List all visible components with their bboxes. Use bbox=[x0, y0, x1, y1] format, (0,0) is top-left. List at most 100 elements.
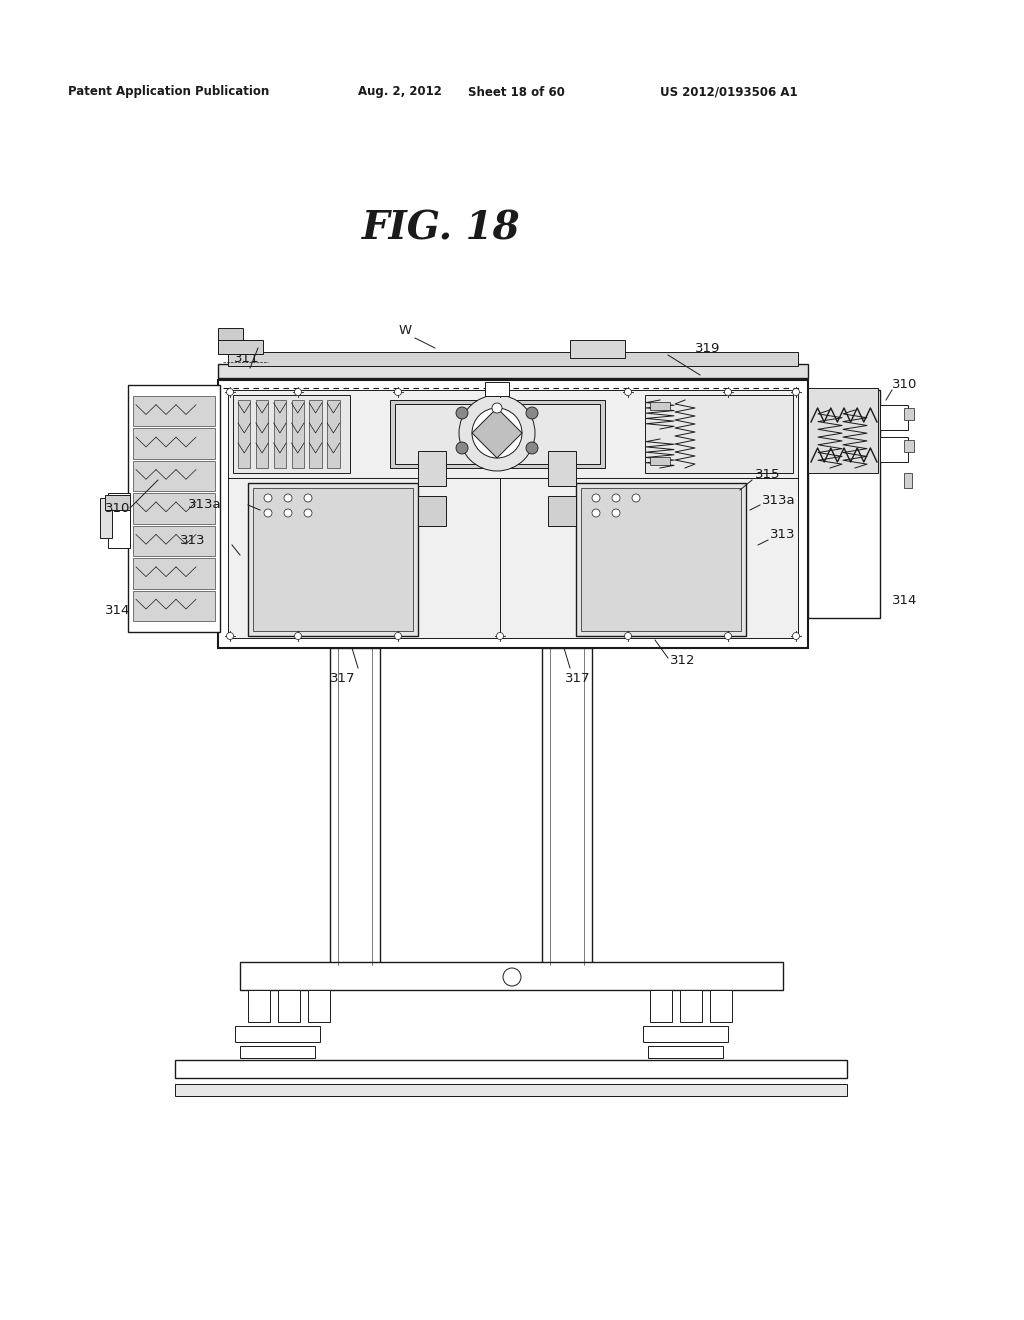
Bar bbox=[418, 451, 446, 486]
Circle shape bbox=[226, 388, 233, 396]
Text: 310: 310 bbox=[105, 502, 130, 515]
Bar bbox=[548, 451, 575, 486]
Bar bbox=[880, 405, 908, 430]
Bar bbox=[273, 400, 286, 469]
Bar bbox=[575, 483, 746, 636]
Bar bbox=[218, 327, 243, 354]
Circle shape bbox=[612, 494, 620, 502]
Bar bbox=[256, 400, 268, 469]
Bar bbox=[418, 496, 446, 525]
Circle shape bbox=[492, 403, 502, 413]
Bar bbox=[218, 380, 808, 648]
Bar bbox=[105, 495, 130, 510]
Bar bbox=[253, 488, 413, 631]
Text: 311: 311 bbox=[234, 351, 259, 364]
Bar bbox=[650, 990, 672, 1022]
Bar bbox=[808, 389, 880, 618]
Bar bbox=[292, 400, 304, 469]
Bar bbox=[228, 352, 798, 366]
Text: 313a: 313a bbox=[762, 494, 796, 507]
Circle shape bbox=[793, 632, 800, 639]
Text: 314: 314 bbox=[105, 603, 130, 616]
Text: Aug. 2, 2012: Aug. 2, 2012 bbox=[358, 86, 442, 99]
Text: 312: 312 bbox=[670, 653, 695, 667]
Bar bbox=[133, 525, 215, 556]
Bar bbox=[710, 990, 732, 1022]
Circle shape bbox=[264, 510, 272, 517]
Bar bbox=[133, 590, 215, 620]
Bar bbox=[128, 385, 220, 632]
Circle shape bbox=[725, 632, 731, 639]
Bar bbox=[234, 1026, 319, 1041]
Bar bbox=[330, 648, 380, 965]
Circle shape bbox=[394, 632, 401, 639]
Bar bbox=[133, 429, 215, 459]
Bar bbox=[680, 990, 702, 1022]
Bar bbox=[904, 440, 914, 451]
Bar bbox=[240, 962, 783, 990]
Circle shape bbox=[226, 632, 233, 639]
Circle shape bbox=[725, 388, 731, 396]
Text: 313: 313 bbox=[180, 533, 206, 546]
Circle shape bbox=[459, 395, 535, 471]
Bar bbox=[278, 990, 300, 1022]
Circle shape bbox=[264, 494, 272, 502]
Circle shape bbox=[295, 632, 301, 639]
Bar bbox=[133, 494, 215, 524]
Bar bbox=[248, 483, 418, 636]
Bar bbox=[175, 1060, 847, 1078]
Bar bbox=[548, 496, 575, 525]
Text: 313a: 313a bbox=[188, 499, 221, 511]
Bar bbox=[880, 437, 908, 462]
Text: 317: 317 bbox=[565, 672, 591, 685]
Bar bbox=[645, 395, 793, 473]
Bar bbox=[228, 389, 798, 638]
Bar bbox=[904, 408, 914, 420]
Text: Sheet 18 of 60: Sheet 18 of 60 bbox=[468, 86, 565, 99]
Bar bbox=[240, 1045, 315, 1059]
Bar bbox=[390, 400, 605, 469]
Bar bbox=[133, 396, 215, 426]
Circle shape bbox=[526, 442, 538, 454]
Bar bbox=[218, 341, 263, 354]
Text: W: W bbox=[398, 323, 412, 337]
Bar bbox=[570, 341, 625, 358]
Bar bbox=[650, 403, 670, 411]
Bar bbox=[643, 1026, 728, 1041]
Bar bbox=[308, 990, 330, 1022]
Bar bbox=[175, 1084, 847, 1096]
Polygon shape bbox=[472, 408, 522, 458]
Bar bbox=[133, 461, 215, 491]
Circle shape bbox=[625, 632, 632, 639]
Bar bbox=[648, 1045, 723, 1059]
Circle shape bbox=[304, 510, 312, 517]
Circle shape bbox=[793, 388, 800, 396]
Circle shape bbox=[284, 510, 292, 517]
Circle shape bbox=[456, 407, 468, 418]
Bar bbox=[233, 395, 350, 473]
Circle shape bbox=[625, 388, 632, 396]
Circle shape bbox=[497, 388, 504, 396]
Circle shape bbox=[394, 388, 401, 396]
Circle shape bbox=[592, 510, 600, 517]
Bar bbox=[238, 400, 251, 469]
Circle shape bbox=[456, 442, 468, 454]
Circle shape bbox=[284, 494, 292, 502]
Circle shape bbox=[592, 494, 600, 502]
Bar bbox=[108, 492, 130, 548]
Circle shape bbox=[295, 388, 301, 396]
Circle shape bbox=[497, 632, 504, 639]
Bar bbox=[581, 488, 741, 631]
Bar bbox=[309, 400, 322, 469]
Circle shape bbox=[304, 494, 312, 502]
Text: US 2012/0193506 A1: US 2012/0193506 A1 bbox=[660, 86, 798, 99]
Text: 315: 315 bbox=[755, 469, 780, 482]
Circle shape bbox=[503, 968, 521, 986]
Text: 317: 317 bbox=[330, 672, 355, 685]
Circle shape bbox=[612, 510, 620, 517]
Bar bbox=[904, 473, 912, 488]
Circle shape bbox=[472, 408, 522, 458]
Text: 313: 313 bbox=[770, 528, 796, 541]
Bar bbox=[218, 364, 808, 378]
Bar bbox=[650, 457, 670, 465]
